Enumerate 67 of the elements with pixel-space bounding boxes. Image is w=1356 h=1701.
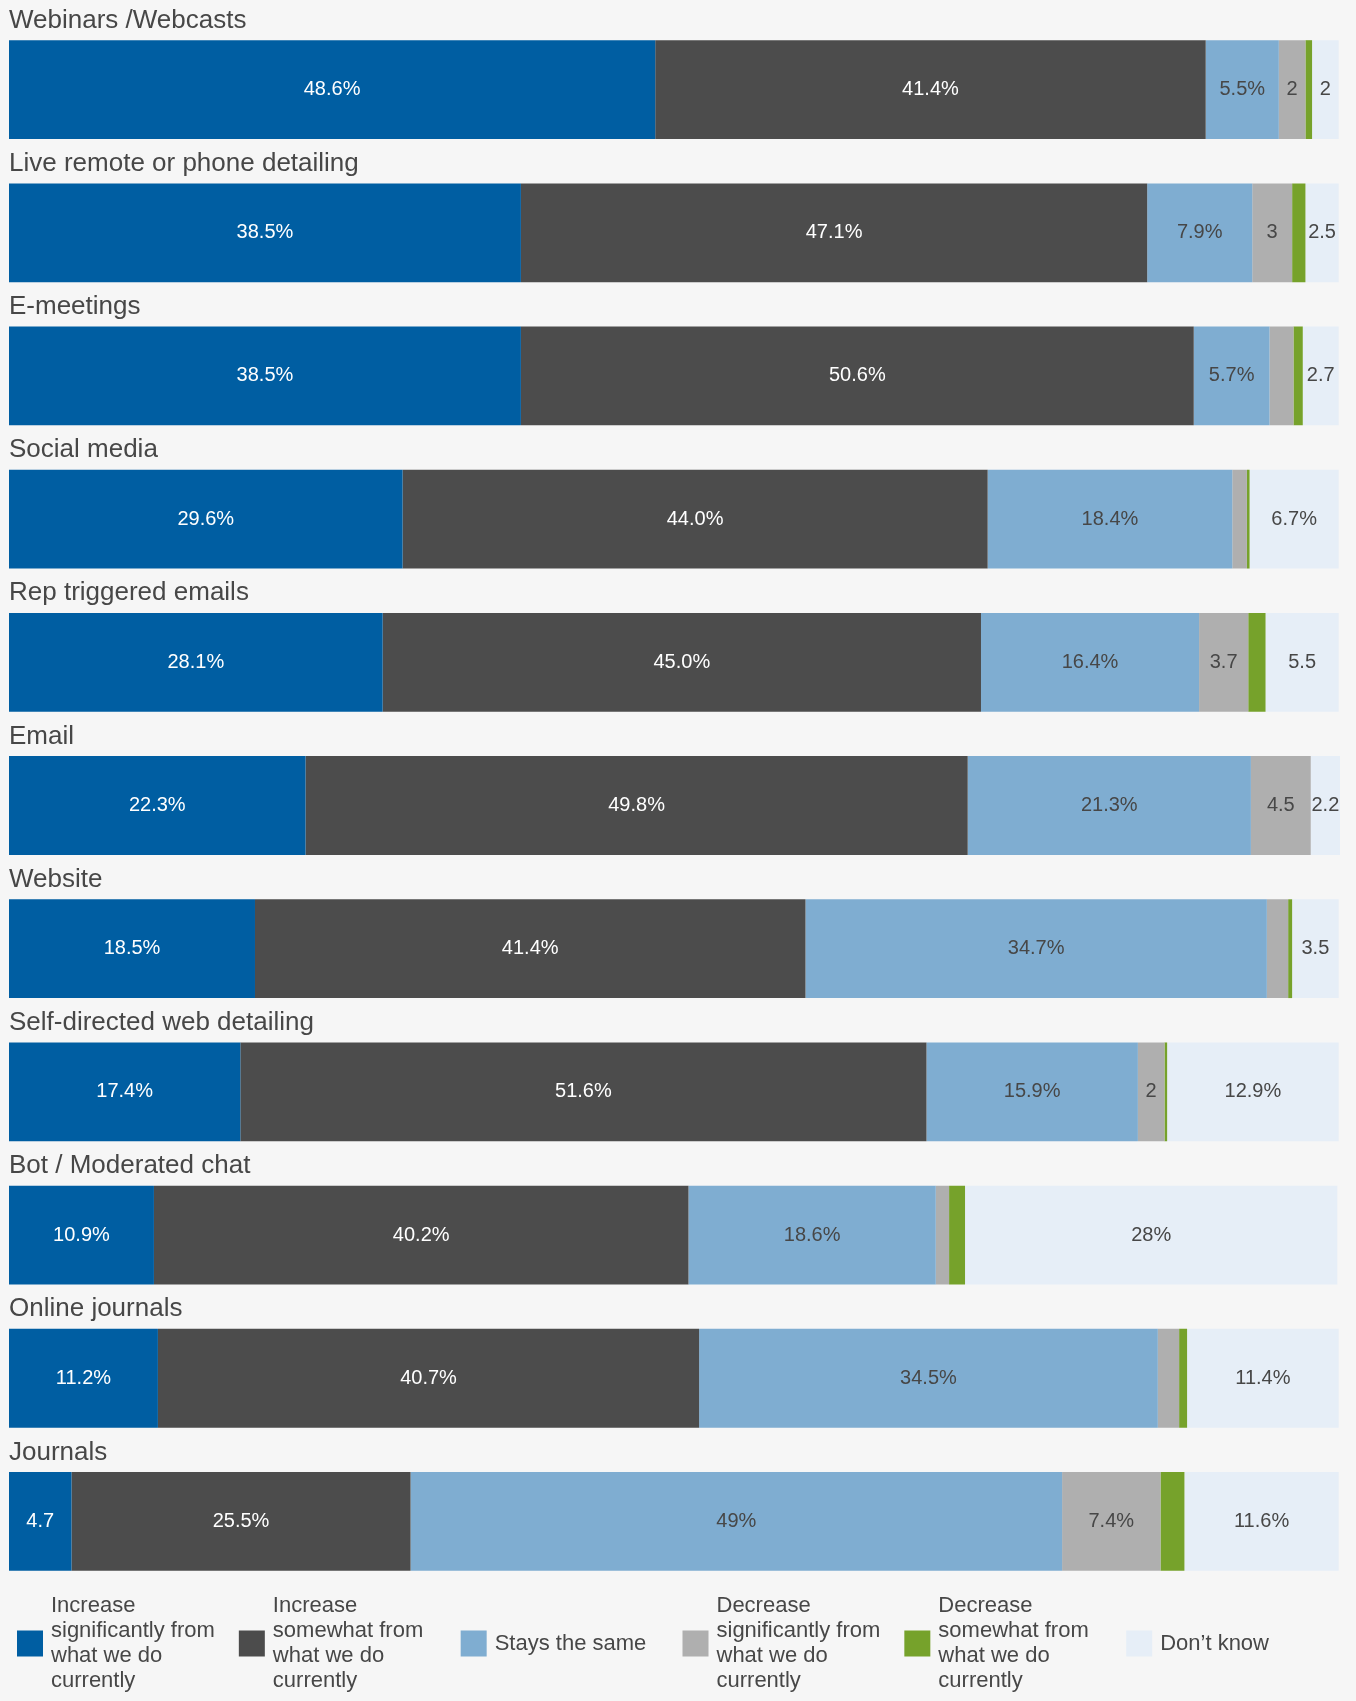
- y-tick-label: Social media: [9, 433, 159, 464]
- legend-label: Increase significantly from what we do currently: [50, 1592, 215, 1693]
- y-tick-label: Website: [9, 862, 103, 893]
- y-tick-label: Online journals: [9, 1292, 183, 1323]
- data-label: 18.5%: [103, 936, 161, 959]
- data-label: 6.7%: [1271, 506, 1318, 529]
- data-label: 49%: [716, 1508, 757, 1531]
- data-label: 38.5%: [236, 363, 294, 386]
- data-label: 4.5: [1266, 793, 1295, 816]
- data-label: 41.4%: [902, 77, 960, 100]
- data-label: 38.5%: [236, 220, 294, 243]
- data-label: 47.1%: [805, 220, 863, 243]
- data-label: 7.4%: [1088, 1508, 1135, 1531]
- data-label: 5.5: [1288, 649, 1317, 672]
- data-label: 3.7: [1209, 649, 1238, 672]
- data-label: 12.9%: [1224, 1079, 1282, 1102]
- data-label: 2.5: [1308, 220, 1336, 243]
- data-label: 18.6%: [783, 1222, 841, 1245]
- legend-label: Don’t know: [1160, 1629, 1270, 1655]
- legend-label: Increase somewhat from what we do currently: [271, 1592, 424, 1693]
- data-label: 16.4%: [1061, 649, 1119, 672]
- data-label: 2: [1319, 77, 1331, 100]
- data-label: 5.7%: [1208, 363, 1255, 386]
- y-tick-label: Bot / Moderated chat: [9, 1149, 252, 1180]
- data-label: 17.4%: [96, 1079, 154, 1102]
- data-label: 3.5: [1301, 936, 1330, 959]
- data-label: 34.5%: [900, 1365, 958, 1388]
- legend-label: Decrease significantly from what we do currently: [715, 1592, 881, 1693]
- data-label: 11.6%: [1233, 1508, 1290, 1531]
- y-tick-label: Webinars /Webcasts: [9, 3, 247, 34]
- y-tick-label: Email: [9, 719, 75, 750]
- data-label: 5.5%: [1219, 77, 1266, 100]
- data-label: 29.6%: [177, 506, 235, 529]
- y-tick-label: Live remote or phone detailing: [9, 146, 359, 177]
- data-label: 15.9%: [1003, 1079, 1061, 1102]
- data-label: 2.2: [1311, 793, 1340, 816]
- data-label: 48.6%: [303, 77, 361, 100]
- data-label: 25.5%: [212, 1508, 270, 1531]
- data-label: 44.0%: [666, 506, 724, 529]
- data-label: 49.8%: [608, 793, 666, 816]
- data-label: 28.1%: [167, 649, 225, 672]
- data-label: 21.3%: [1080, 793, 1138, 816]
- data-label: 51.6%: [555, 1079, 612, 1102]
- legend-label: Stays the same: [494, 1629, 647, 1655]
- data-label: 40.2%: [392, 1222, 450, 1245]
- data-label: 2.7: [1306, 363, 1335, 386]
- y-tick-label: Journals: [9, 1435, 108, 1466]
- data-label: 11.4%: [1235, 1365, 1291, 1388]
- data-label: 2: [1286, 77, 1298, 100]
- data-label: 18.4%: [1081, 506, 1139, 529]
- data-label: 50.6%: [828, 363, 886, 386]
- data-label: 7.9%: [1176, 220, 1223, 243]
- y-tick-label: E-meetings: [9, 290, 141, 321]
- data-label: 40.7%: [400, 1365, 458, 1388]
- data-label: 4.7: [26, 1508, 55, 1531]
- data-label: 11.2%: [55, 1365, 112, 1388]
- data-label: 41.4%: [501, 936, 559, 959]
- y-tick-label: Rep triggered emails: [9, 576, 249, 607]
- data-label: 2: [1145, 1079, 1157, 1102]
- legend-label: Decrease somewhat from what we do currently: [937, 1592, 1089, 1693]
- data-label: 45.0%: [653, 649, 711, 672]
- y-tick-label: Self-directed web detailing: [9, 1006, 314, 1037]
- data-label: 28%: [1131, 1222, 1172, 1245]
- data-label: 10.9%: [53, 1222, 111, 1245]
- data-label: 34.7%: [1007, 936, 1065, 959]
- data-label: 22.3%: [128, 793, 186, 816]
- data-label: 3: [1266, 220, 1278, 243]
